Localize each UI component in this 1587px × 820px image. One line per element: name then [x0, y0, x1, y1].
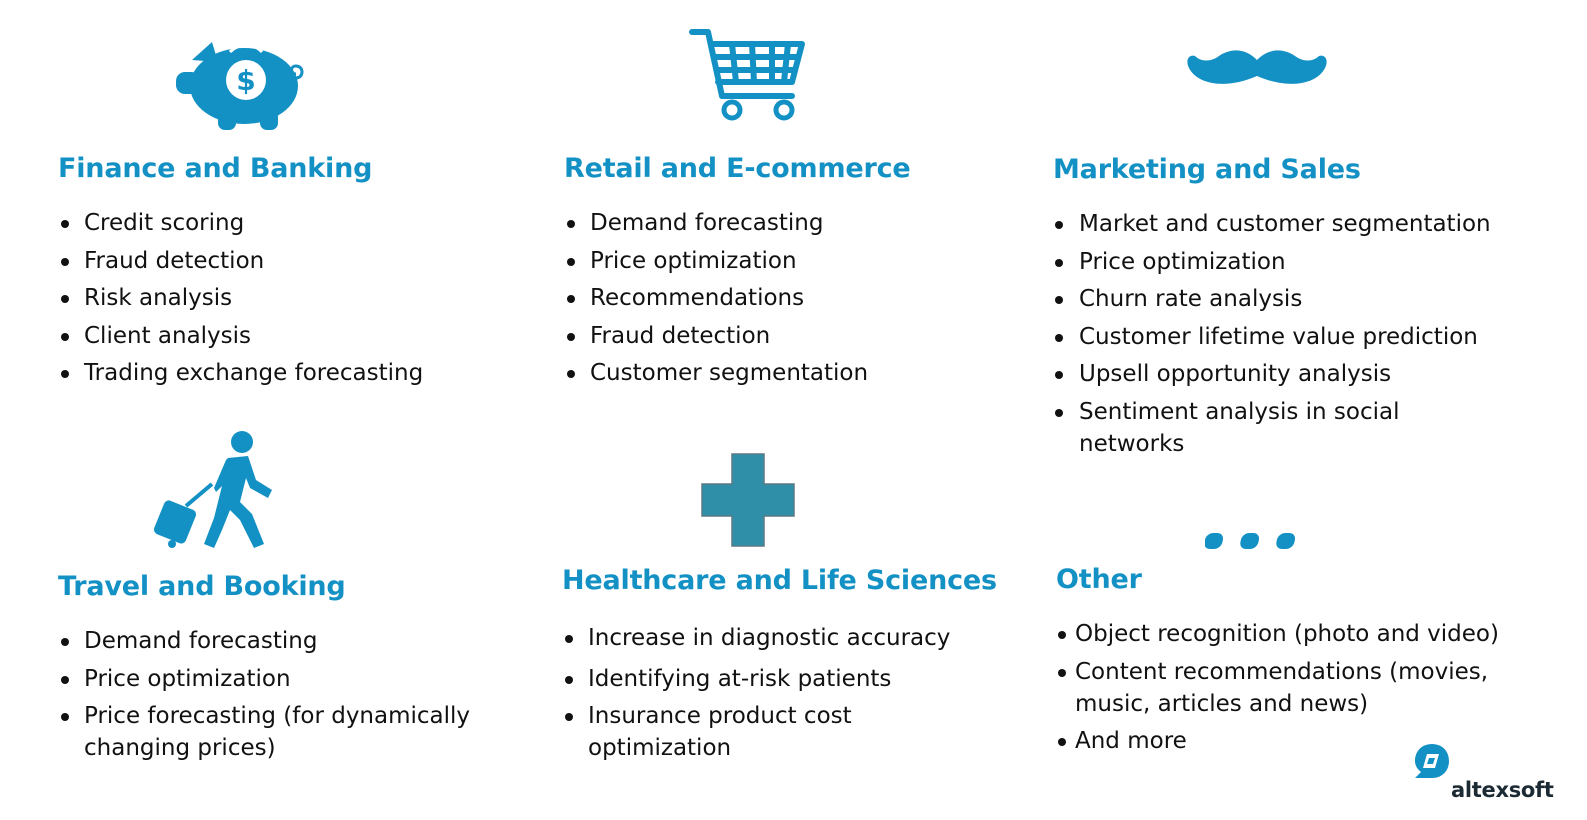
- piggy-bank-icon: $: [176, 42, 304, 130]
- traveler-icon: [154, 431, 272, 548]
- list-item: Object recognition (photo and video): [1056, 618, 1536, 650]
- list-item: Price optimization: [58, 663, 498, 695]
- logo-text: altexsoft: [1451, 778, 1554, 802]
- list-item: Identifying at-risk patients: [562, 663, 982, 695]
- list-item: Demand forecasting: [564, 207, 868, 239]
- altexsoft-logo: altexsoft: [1410, 742, 1560, 812]
- list-item: Price forecasting (for dynamically chang…: [58, 700, 504, 764]
- list-item: Demand forecasting: [58, 625, 498, 657]
- list-item: Price optimization: [564, 245, 868, 277]
- list-item: Content recommendations (movies, music, …: [1056, 656, 1525, 720]
- list-item: Price optimization: [1053, 246, 1523, 278]
- svg-text:$: $: [236, 64, 255, 97]
- list-item: Fraud detection: [58, 245, 423, 277]
- section-item-list: Demand forecasting Price optimization Pr…: [58, 625, 498, 770]
- section-item-list: Demand forecasting Price optimization Re…: [564, 207, 868, 395]
- shopping-cart-icon: [689, 29, 805, 121]
- list-item: Insurance product cost optimization: [562, 700, 888, 764]
- section-item-list: Credit scoring Fraud detection Risk anal…: [58, 207, 423, 395]
- list-item: Risk analysis: [58, 282, 423, 314]
- altexsoft-logo-icon: [1415, 744, 1449, 778]
- list-item: Client analysis: [58, 320, 423, 352]
- list-item: Fraud detection: [564, 320, 868, 352]
- section-item-list: Object recognition (photo and video) Con…: [1056, 618, 1536, 763]
- list-item: And more: [1056, 725, 1536, 757]
- list-item: Increase in diagnostic accuracy: [562, 622, 982, 654]
- section-item-list: Increase in diagnostic accuracy Identify…: [562, 622, 982, 770]
- section-title: Travel and Booking: [58, 571, 346, 602]
- section-title: Healthcare and Life Sciences: [562, 565, 997, 596]
- list-item: Market and customer segmentation: [1053, 208, 1523, 240]
- list-item: Credit scoring: [58, 207, 423, 239]
- section-title: Other: [1056, 564, 1142, 595]
- section-title: Retail and E-commerce: [564, 153, 911, 184]
- section-title: Marketing and Sales: [1053, 154, 1361, 185]
- medical-cross-icon: [701, 453, 795, 547]
- list-item: Upsell opportunity analysis: [1053, 358, 1523, 390]
- list-item: Trading exchange forecasting: [58, 357, 423, 389]
- list-item: Customer lifetime value prediction: [1053, 321, 1523, 353]
- list-item: Customer segmentation: [564, 357, 868, 389]
- ellipsis-icon: [1205, 533, 1295, 549]
- list-item: Sentiment analysis in social networks: [1053, 396, 1429, 460]
- mustache-icon: [1187, 50, 1327, 84]
- section-title: Finance and Banking: [58, 153, 373, 184]
- section-item-list: Market and customer segmentation Price o…: [1053, 208, 1523, 465]
- list-item: Churn rate analysis: [1053, 283, 1523, 315]
- list-item: Recommendations: [564, 282, 868, 314]
